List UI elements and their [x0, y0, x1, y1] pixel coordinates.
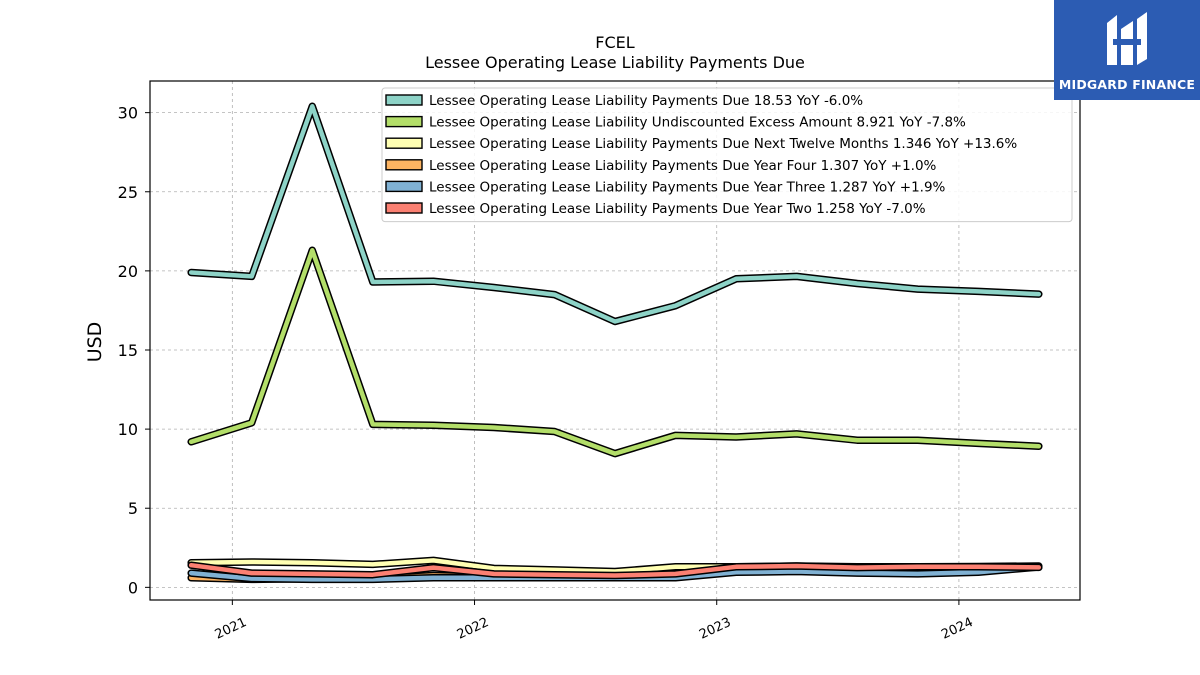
- y-tick-label: 0: [128, 578, 138, 597]
- y-tick-label: 25: [118, 183, 138, 202]
- brand-logo: MIDGARD FINANCE: [1054, 0, 1200, 100]
- y-tick-label: 10: [118, 420, 138, 439]
- legend-swatch: [385, 115, 423, 128]
- legend-entry: Lessee Operating Lease Liability Payment…: [429, 201, 926, 217]
- legend-swatch: [385, 94, 423, 106]
- series-outline: [187, 246, 1043, 458]
- logo-text: MIDGARD FINANCE: [1058, 76, 1196, 92]
- plot-frame: [149, 80, 1081, 601]
- y-tick-label: 30: [118, 104, 138, 123]
- legend-swatch: [385, 159, 423, 171]
- series-stroke: [188, 562, 1042, 578]
- y-tick-label: 5: [128, 499, 138, 518]
- legend-entry: Lessee Operating Lease Liability Payment…: [429, 93, 863, 109]
- midgard-logo-icon: [1107, 11, 1147, 65]
- x-tick-label: 2024: [939, 615, 975, 643]
- series-line-0: [187, 102, 1043, 326]
- y-tick-label: 20: [118, 262, 138, 281]
- x-tick-label: 2023: [697, 615, 733, 643]
- series-lines: [187, 102, 1043, 584]
- legend-entry: Lessee Operating Lease Liability Payment…: [429, 179, 946, 195]
- legend-box: [381, 87, 1073, 223]
- x-tick-label: 2022: [455, 615, 491, 643]
- legend: Lessee Operating Lease Liability Payment…: [381, 87, 1073, 223]
- chart-subtitle: Lessee Operating Lease Liability Payment…: [425, 53, 805, 72]
- legend-entry: Lessee Operating Lease Liability Payment…: [429, 136, 1017, 152]
- series-stroke: [188, 104, 1042, 324]
- legend-swatch: [385, 137, 423, 149]
- legend-swatch: [385, 180, 423, 193]
- y-axis-label: USD: [84, 322, 106, 363]
- x-tick-label: 2021: [213, 615, 249, 643]
- y-tick-label: 15: [118, 341, 138, 360]
- legend-entry: Lessee Operating Lease Liability Payment…: [429, 158, 937, 174]
- series-line-5: [187, 561, 1043, 580]
- legend-entry: Lessee Operating Lease Liability Undisco…: [429, 115, 966, 131]
- chart-title: FCEL: [595, 33, 634, 52]
- legend-swatch: [385, 202, 423, 214]
- series-stroke: [188, 248, 1042, 456]
- series-line-1: [187, 246, 1043, 458]
